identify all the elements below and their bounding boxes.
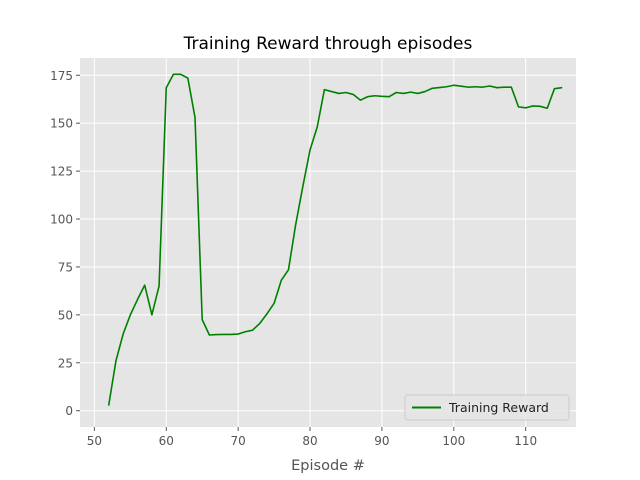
x-tick-label: 50 bbox=[87, 434, 102, 448]
plot-area bbox=[80, 58, 576, 427]
x-tick-label: 100 bbox=[442, 434, 465, 448]
series-layer bbox=[107, 73, 563, 406]
x-axis-ticks: 50 60 70 80 90 100 110 bbox=[87, 427, 537, 448]
x-tick-label: 110 bbox=[514, 434, 537, 448]
y-tick-label: 125 bbox=[50, 165, 73, 179]
y-axis-ticks: 0 25 50 75 100 125 150 175 bbox=[50, 69, 80, 418]
y-tick-label: 150 bbox=[50, 117, 73, 131]
legend-label: Training Reward bbox=[448, 400, 549, 415]
y-tick-label: 25 bbox=[58, 356, 73, 370]
legend-box bbox=[404, 394, 570, 421]
x-tick-label: 70 bbox=[231, 434, 246, 448]
x-axis-label: Episode # bbox=[291, 458, 365, 474]
y-tick-label: 75 bbox=[58, 260, 73, 274]
chart-title: Training Reward through episodes bbox=[183, 34, 473, 54]
x-tick-label: 90 bbox=[374, 434, 389, 448]
y-tick-label: 50 bbox=[58, 308, 73, 322]
y-tick-label: 100 bbox=[50, 213, 73, 227]
legend: Training Reward bbox=[404, 394, 570, 421]
x-tick-label: 80 bbox=[302, 434, 317, 448]
y-tick-label: 175 bbox=[50, 69, 73, 83]
x-tick-label: 60 bbox=[159, 434, 174, 448]
y-tick-label: 0 bbox=[65, 404, 73, 418]
grid-lines bbox=[80, 58, 576, 427]
series-line-training-reward bbox=[107, 73, 563, 406]
